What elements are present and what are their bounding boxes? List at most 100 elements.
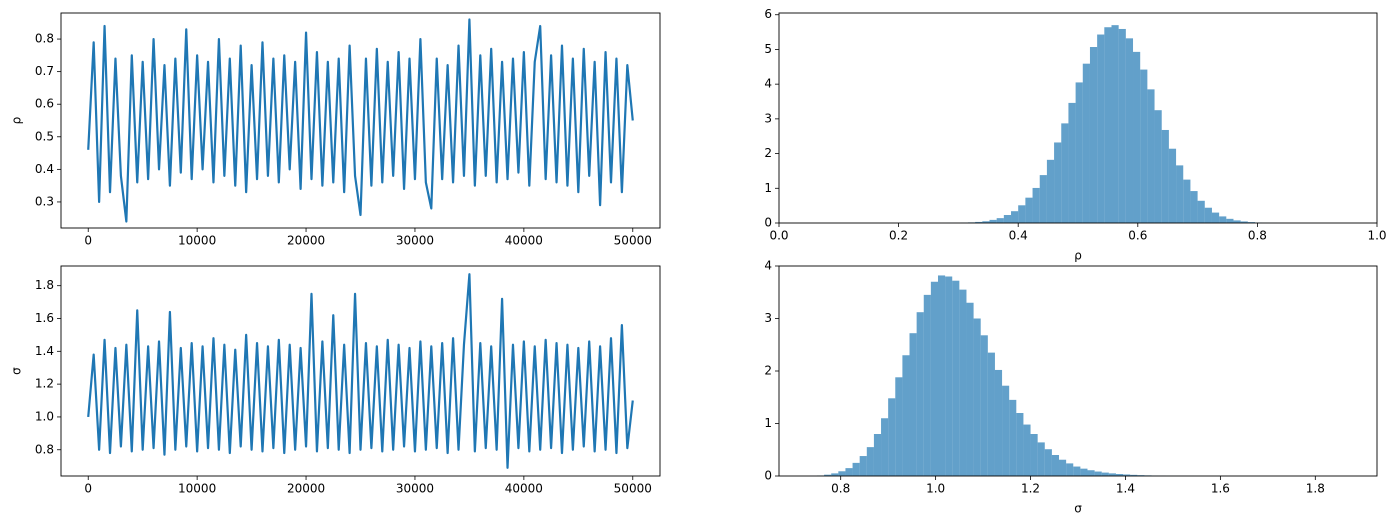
histogram-bar [1123, 474, 1131, 476]
axes-frame [60, 12, 661, 229]
x-tick-label: 0 [84, 234, 92, 248]
histogram-bar [1082, 63, 1090, 223]
subplot: 0 10000 20000 30000 40000 50000 0.3 0.4 0.5 0.6 0.… [10, 12, 661, 248]
histogram-bar [923, 294, 931, 476]
x-axis-label: ρ [1074, 249, 1082, 263]
histogram-bar [982, 221, 990, 223]
histogram-bar [1118, 28, 1126, 223]
histogram-bar [1197, 200, 1205, 223]
histogram-bar [994, 369, 1003, 476]
y-tick-label: 0 [764, 469, 772, 483]
histogram-bar [1051, 455, 1060, 476]
histogram-bar [838, 471, 846, 476]
histogram-bar [1176, 165, 1184, 223]
histogram-bar [1032, 187, 1040, 223]
histogram-bar [952, 280, 960, 476]
histogram-bar [916, 312, 924, 476]
histogram-bar [1068, 102, 1076, 223]
axes-frame [778, 265, 1378, 477]
x-tick-label: 10000 [178, 234, 216, 248]
x-tick-label: 0.2 [889, 229, 908, 243]
histogram-bar [873, 434, 882, 476]
x-tick-label: 0.0 [769, 229, 788, 243]
y-axis-label: σ [10, 367, 24, 375]
x-tick-label: 1.0 [926, 482, 945, 496]
y-tick-label: 0.8 [35, 32, 54, 46]
histogram-bar [1219, 216, 1227, 223]
histogram-bar [1016, 413, 1024, 476]
subplot: 0 10000 20000 30000 40000 50000 0.8 1.0 1.2 1.4 1.… [10, 265, 661, 496]
y-tick-label: 1 [764, 416, 772, 430]
y-tick-label: 1.2 [35, 377, 54, 391]
histogram-bar [1030, 434, 1038, 476]
y-tick-label: 4 [764, 77, 772, 91]
histogram-bar [1115, 474, 1124, 476]
histogram-bar [1046, 159, 1055, 223]
x-tick-label: 1.2 [1021, 482, 1040, 496]
histogram-bar [1240, 221, 1248, 223]
histogram-bar [1039, 175, 1047, 223]
histogram-bar [881, 418, 889, 476]
y-tick-label: 0 [764, 216, 772, 230]
histogram-bar [1037, 442, 1045, 476]
y-tick-label: 1.4 [35, 344, 54, 358]
y-tick-label: 1.0 [35, 409, 54, 423]
histogram-bar [1226, 218, 1234, 223]
histogram-bar [1130, 474, 1138, 476]
x-tick-label: 0.8 [831, 482, 850, 496]
histogram-bar [1204, 207, 1212, 223]
x-tick-label: 1.4 [1116, 482, 1135, 496]
y-tick-label: 1 [764, 181, 772, 195]
histogram-bar [966, 302, 974, 476]
histogram-bar [989, 219, 997, 223]
histogram-bar [1044, 449, 1052, 476]
histogram-bar [902, 355, 910, 476]
y-tick-label: 3 [764, 111, 772, 125]
y-tick-label: 0.4 [35, 162, 54, 176]
histogram-bar [945, 276, 953, 476]
histogram-bar [1054, 142, 1062, 223]
histogram-bar [987, 352, 995, 476]
x-tick-label: 20000 [287, 482, 325, 496]
histogram-bar [1059, 459, 1067, 476]
x-tick-label: 0.6 [1128, 229, 1147, 243]
y-tick-label: 0.5 [35, 129, 54, 143]
histogram-bar [1025, 197, 1033, 223]
histogram-bar [1080, 468, 1088, 476]
histogram-bar [1183, 179, 1191, 223]
histogram-bar [930, 281, 938, 476]
histogram-bar [1009, 399, 1017, 476]
y-tick-label: 0.8 [35, 442, 54, 456]
histogram-bar [1111, 25, 1119, 224]
histogram-bar [1101, 472, 1109, 476]
x-tick-label: 0.4 [1009, 229, 1028, 243]
histogram-bar [824, 474, 832, 476]
y-tick-label: 2 [764, 146, 772, 160]
histogram-bar [895, 377, 903, 476]
histogram-bar [1097, 34, 1105, 223]
histogram-bar [1003, 215, 1012, 223]
axes-frame [60, 265, 661, 477]
y-axis-label: ρ [10, 117, 24, 125]
y-tick-label: 0.6 [35, 97, 54, 111]
histogram-bar [959, 289, 967, 476]
x-tick-label: 1.0 [1367, 229, 1386, 243]
histogram-bar [973, 318, 981, 476]
histogram-bar [1161, 129, 1169, 223]
x-tick-label: 1.8 [1306, 482, 1325, 496]
histogram-bar [1211, 212, 1220, 223]
histogram-bar [1190, 191, 1198, 223]
histogram-bar [1094, 471, 1102, 476]
histogram-bar [1073, 466, 1081, 476]
y-tick-label: 1.8 [35, 278, 54, 292]
histogram-bar [1108, 473, 1116, 476]
y-tick-label: 6 [764, 7, 772, 21]
histogram-bar [1104, 27, 1112, 224]
histogram-bar [866, 447, 874, 476]
y-tick-label: 4 [764, 259, 772, 273]
histogram-bar [975, 221, 983, 223]
histogram-bar [1023, 424, 1031, 476]
x-tick-label: 30000 [396, 482, 434, 496]
x-tick-label: 40000 [505, 482, 543, 496]
